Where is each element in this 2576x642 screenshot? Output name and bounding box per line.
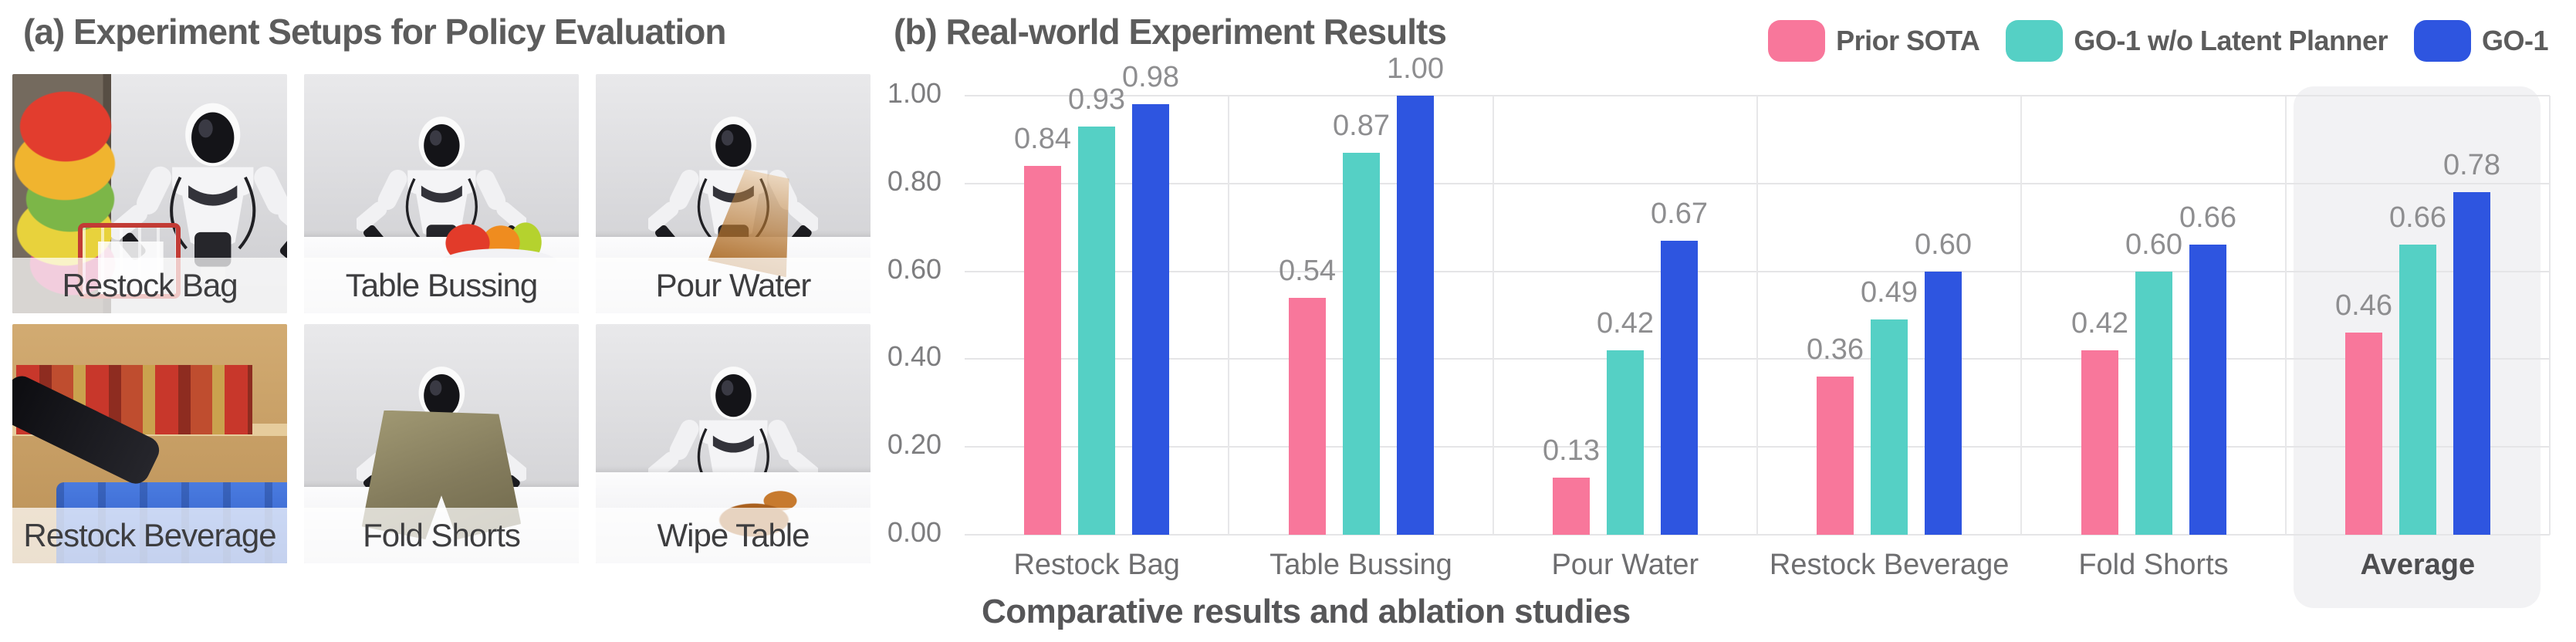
bar-value-label: 0.49 <box>1861 276 1918 309</box>
y-axis-tick-label: 1.00 <box>887 77 941 109</box>
bar <box>1925 272 1962 535</box>
bar <box>1607 350 1644 535</box>
gridline <box>965 534 2550 536</box>
task-label: Table Bussing <box>304 258 579 313</box>
bar <box>1397 96 1434 535</box>
bar-value-label: 0.98 <box>1122 61 1179 93</box>
task-label: Pour Water <box>596 258 870 313</box>
category-label: Average <box>2360 549 2476 581</box>
legend-label: Prior SOTA <box>1836 25 1980 56</box>
bar-value-label: 0.84 <box>1014 123 1071 155</box>
category-separator-line <box>2549 96 2551 535</box>
bar-value-label: 0.66 <box>2179 201 2236 234</box>
bar <box>1661 241 1698 535</box>
legend-swatch <box>2006 20 2064 62</box>
legend-item: GO-1 w/o Latent Planner <box>2006 20 2388 62</box>
category-label: Restock Beverage <box>1769 549 2010 581</box>
bar <box>1343 153 1380 535</box>
panel-a-title: (a) Experiment Setups for Policy Evaluat… <box>23 12 726 52</box>
bar <box>2135 272 2172 535</box>
category-separator-line <box>2284 96 2287 535</box>
category-label: Pour Water <box>1551 549 1699 581</box>
bar <box>2345 333 2382 535</box>
bar <box>1289 298 1326 535</box>
y-axis-tick-label: 0.00 <box>887 516 941 548</box>
experiment-photo-tile: Wipe Table <box>596 324 870 563</box>
bar-value-label: 0.60 <box>1915 228 1972 261</box>
category-separator-line <box>2020 96 2023 535</box>
legend-label: GO-1 <box>2481 25 2549 56</box>
experiment-photo-tile: Pour Water <box>596 74 870 313</box>
bar-value-label: 0.78 <box>2443 149 2500 181</box>
chart-legend: Prior SOTA GO-1 w/o Latent Planner GO-1 <box>1768 20 2549 62</box>
bar-value-label: 0.93 <box>1068 83 1125 116</box>
bar-value-label: 0.42 <box>1597 307 1654 340</box>
bar-value-label: 0.46 <box>2335 289 2392 322</box>
task-label: Fold Shorts <box>304 508 579 563</box>
bar-value-label: 0.13 <box>1543 434 1600 467</box>
bar <box>2189 245 2226 535</box>
bar-value-label: 0.60 <box>2125 228 2182 261</box>
category-label: Table Bussing <box>1269 549 1452 581</box>
bar <box>1553 478 1590 535</box>
task-label: Restock Bag <box>12 258 287 313</box>
experiment-photo-tile: Table Bussing <box>304 74 579 313</box>
bar <box>2399 245 2436 535</box>
bar-value-label: 0.87 <box>1333 110 1390 142</box>
category-separator-line <box>1228 96 1230 535</box>
legend-item: GO-1 <box>2413 20 2549 62</box>
y-axis-tick-label: 0.60 <box>887 252 941 285</box>
bar <box>1132 104 1169 535</box>
y-axis-tick-label: 0.40 <box>887 340 941 373</box>
bar <box>1817 377 1854 535</box>
figure-caption: Comparative results and ablation studies <box>982 593 1631 630</box>
experiment-photo-tile: Restock Bag <box>12 74 287 313</box>
task-label: Restock Beverage <box>12 508 287 563</box>
robot-photo <box>111 103 287 283</box>
bar <box>1871 319 1908 535</box>
task-label: Wipe Table <box>596 508 870 563</box>
bar-value-label: 0.67 <box>1651 198 1708 230</box>
experiment-photo-tile: Restock Beverage <box>12 324 287 563</box>
bar-value-label: 0.42 <box>2071 307 2128 340</box>
category-label: Fold Shorts <box>2078 549 2229 581</box>
bar-value-label: 1.00 <box>1387 52 1444 85</box>
category-separator-line <box>1756 96 1758 535</box>
bar <box>1078 127 1115 535</box>
category-separator-line <box>1492 96 1494 535</box>
bar <box>2453 192 2490 535</box>
y-axis-tick-label: 0.20 <box>887 428 941 461</box>
bar-value-label: 0.36 <box>1807 333 1864 366</box>
bar <box>2081 350 2118 535</box>
experiment-photo-tile: Fold Shorts <box>304 324 579 563</box>
legend-swatch <box>2413 20 2471 62</box>
y-axis-tick-label: 0.80 <box>887 164 941 197</box>
bar <box>1024 166 1061 535</box>
category-label: Restock Bag <box>1013 549 1180 581</box>
bar-chart-plot: 0.00 0.20 0.40 0.60 0.80 1.00 0.84 0.93 0.98 Rest… <box>887 52 2551 608</box>
bar-value-label: 0.54 <box>1279 255 1336 287</box>
legend-swatch <box>1768 20 1826 62</box>
panel-b-title: (b) Real-world Experiment Results <box>894 12 1447 52</box>
legend-label: GO-1 w/o Latent Planner <box>2074 25 2388 56</box>
bar-value-label: 0.66 <box>2389 201 2446 234</box>
legend-item: Prior SOTA <box>1768 20 1980 62</box>
